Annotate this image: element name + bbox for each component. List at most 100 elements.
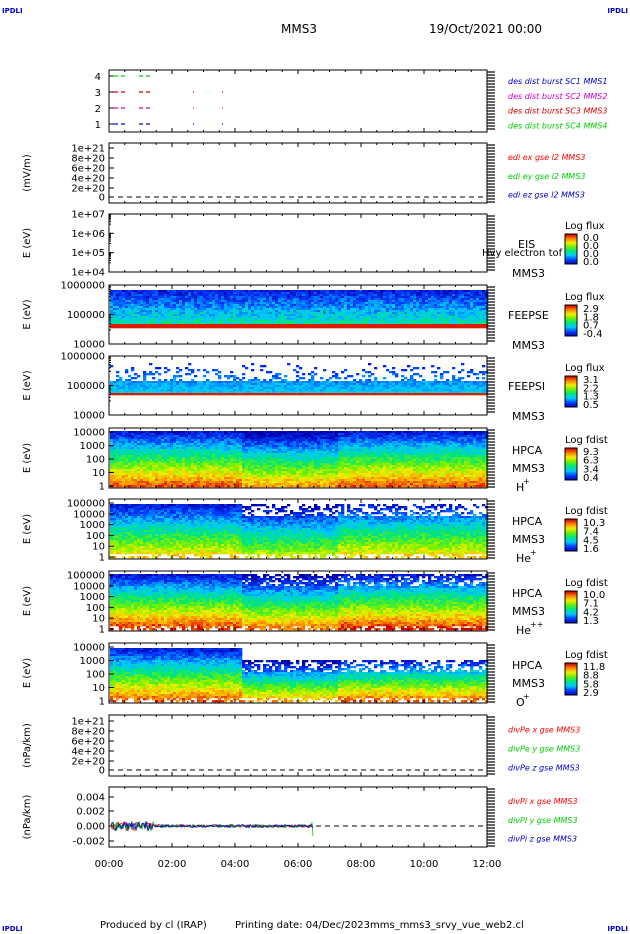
- feepse-panel-cell: [191, 322, 195, 325]
- feepsi-panel-cell: [125, 385, 129, 388]
- feepse-panel-cell: [419, 306, 423, 309]
- feepse-panel-cell: [410, 298, 414, 301]
- feepse-panel-cell: [359, 290, 363, 293]
- feepsi-panel-cell: [413, 393, 417, 396]
- feepsi-panel-cell: [359, 389, 363, 392]
- feepse-panel-cell: [203, 324, 207, 327]
- feepse-panel-cell: [203, 290, 207, 293]
- feepse-panel-cell: [356, 326, 360, 329]
- hpca-h-panel-cell: [197, 459, 201, 462]
- feepse-panel-cell: [212, 316, 216, 319]
- feepsi-panel-cell: [215, 393, 219, 396]
- feepse-panel-cell: [281, 316, 285, 319]
- feepse-panel-cell: [233, 296, 237, 299]
- feepse-panel-cell: [359, 326, 363, 329]
- hpca-h-panel-cell: [119, 445, 123, 448]
- feepse-panel-cell: [422, 300, 426, 303]
- hpca-h-panel-cell: [149, 469, 153, 472]
- feepse-panel-cell: [473, 308, 477, 311]
- feepsi-panel-cell: [188, 363, 192, 366]
- feepse-panel-cell: [377, 320, 381, 323]
- feepse-panel-cell: [410, 296, 414, 299]
- feepsi-panel-cell: [140, 387, 144, 390]
- feepse-panel-cell: [125, 314, 129, 317]
- hpca-h-panel-cell: [203, 481, 207, 484]
- feepse-panel-cell: [206, 298, 210, 301]
- hpca-h-panel-cell: [176, 433, 180, 436]
- feepsi-panel-cell: [242, 391, 246, 394]
- hpca-h-panel-cell: [110, 467, 114, 470]
- feepsi-panel-cell: [182, 385, 186, 388]
- feepse-panel-cell: [272, 318, 276, 321]
- feepse-panel-cell: [257, 294, 261, 297]
- hpca-h-panel-cell: [197, 431, 201, 434]
- feepse-panel-cell: [449, 316, 453, 319]
- feepse-panel-cell: [173, 308, 177, 311]
- feepsi-panel-cell: [371, 385, 375, 388]
- hpca-h-panel-cell: [140, 475, 144, 478]
- feepse-panel-cell: [287, 316, 291, 319]
- feepse-panel-cell: [308, 294, 312, 297]
- feepse-panel-cell: [185, 298, 189, 301]
- hpca-h-panel-cell: [179, 437, 183, 440]
- feepse-panel-cell: [305, 312, 309, 315]
- feepsi-panel-cell: [164, 393, 168, 396]
- feepsi-panel-cell: [479, 393, 483, 396]
- feepsi-panel-cell: [476, 387, 480, 390]
- feepse-panel-cell: [245, 320, 249, 323]
- feepse-panel-cell: [179, 298, 183, 301]
- feepse-panel-cell: [413, 298, 417, 301]
- feepse-panel-cell: [431, 312, 435, 315]
- feepse-panel-cell: [455, 306, 459, 309]
- feepse-panel-cell: [179, 306, 183, 309]
- feepse-panel-cell: [161, 308, 165, 311]
- feepse-panel-cell: [164, 308, 168, 311]
- feepse-panel-cell: [350, 290, 354, 293]
- feepsi-panel-cell: [440, 389, 444, 392]
- feepsi-panel-cell: [287, 383, 291, 386]
- feepsi-panel-cell: [263, 365, 267, 368]
- feepse-panel-cell: [335, 300, 339, 303]
- feepse-panel-cell: [458, 304, 462, 307]
- feepse-panel-cell: [119, 318, 123, 321]
- feepse-panel-cell: [209, 318, 213, 321]
- feepse-panel-cell: [260, 300, 264, 303]
- feepse-panel-cell: [287, 310, 291, 313]
- feepse-panel-cell: [464, 298, 468, 301]
- feepse-panel-cell: [221, 316, 225, 319]
- feepse-panel-cell: [251, 308, 255, 311]
- feepse-panel-cell: [431, 296, 435, 299]
- feepsi-panel-cell: [218, 381, 222, 384]
- feepse-panel-cell: [419, 310, 423, 313]
- feepse-panel-cell: [395, 300, 399, 303]
- feepsi-panel-cell: [323, 387, 327, 390]
- feepse-panel-cell: [284, 310, 288, 313]
- hpca-h-panel-cell: [179, 447, 183, 450]
- feepse-panel-cell: [143, 292, 147, 295]
- feepsi-panel-cell: [443, 381, 447, 384]
- feepsi-panel-cell: [179, 389, 183, 392]
- feepse-panel-cell: [305, 298, 309, 301]
- feepse-panel-cell: [419, 304, 423, 307]
- eis-panel-colorbar-cell: [565, 256, 577, 258]
- feepsi-panel-cell: [326, 379, 330, 382]
- feepse-panel-cell: [440, 314, 444, 317]
- hpca-h-panel-cell: [125, 475, 129, 478]
- feepse-panel-cell: [467, 310, 471, 313]
- hpca-h-panel-cell: [119, 461, 123, 464]
- hpca-h-panel-cell: [170, 465, 174, 468]
- hpca-h-panel-cell: [188, 483, 192, 486]
- feepse-panel-cell: [179, 318, 183, 321]
- feepse-panel-cell: [239, 292, 243, 295]
- feepse-panel-cell: [152, 318, 156, 321]
- feepse-panel-cell: [272, 322, 276, 325]
- feepse-panel-cell: [260, 310, 264, 313]
- feepsi-panel-cell: [479, 389, 483, 392]
- feepsi-panel-cell: [461, 369, 465, 372]
- hpca-h-panel-cell: [116, 473, 120, 476]
- feepse-panel-cell: [395, 306, 399, 309]
- feepse-panel-cell: [476, 314, 480, 317]
- burst-panel-y-tick-label: 1: [95, 120, 101, 131]
- feepsi-panel-cell: [440, 375, 444, 378]
- feepse-panel-cell: [245, 314, 249, 317]
